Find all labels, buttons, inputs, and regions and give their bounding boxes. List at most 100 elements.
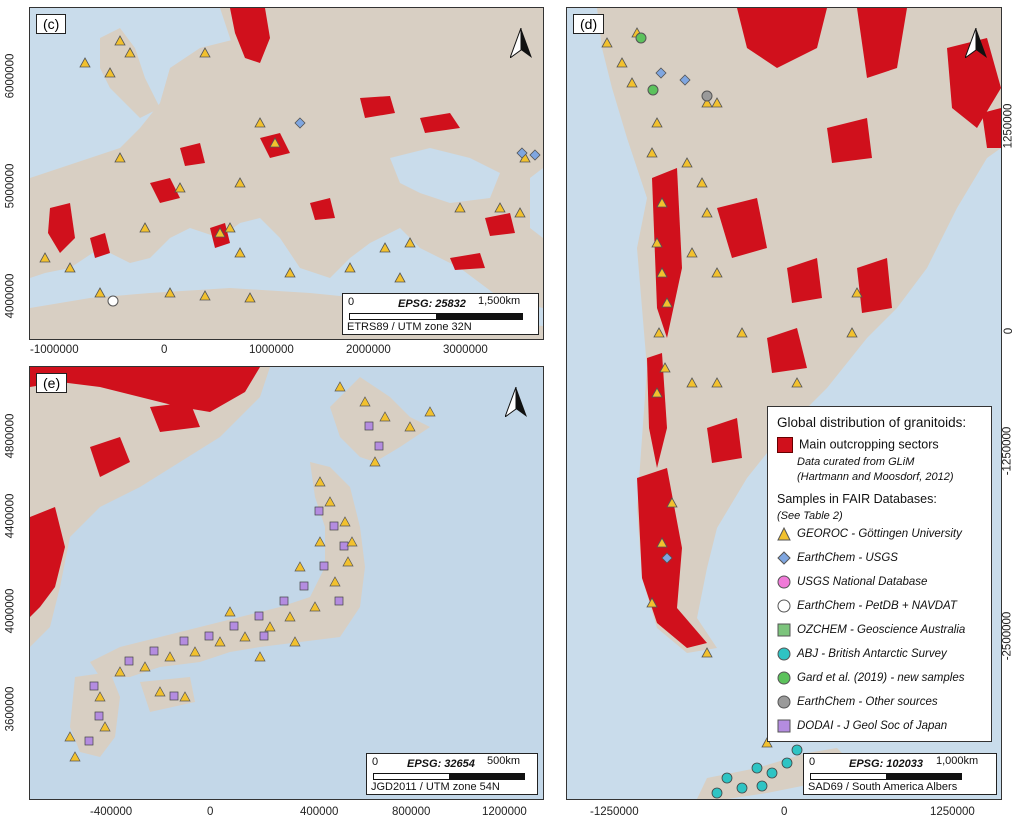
- x-tick: 3000000: [443, 344, 488, 356]
- panel-label-e: (e): [36, 373, 68, 393]
- x-tick: -1000000: [30, 344, 79, 356]
- square-icon: [777, 719, 791, 733]
- square-icon: [777, 623, 791, 637]
- x-tick: 1000000: [249, 344, 294, 356]
- triangle-icon: [777, 527, 791, 541]
- projection-label: ETRS89 / UTM zone 32N: [347, 321, 472, 333]
- legend-item-georoc: GEOROC - Göttingen University: [777, 527, 962, 541]
- europe-land: [30, 8, 543, 308]
- caspian: [530, 168, 543, 238]
- antarctica-abj-samples: [711, 744, 803, 799]
- x-tick: -1250000: [590, 806, 639, 818]
- asia-mainland: [30, 367, 270, 647]
- scale-bar: [810, 773, 962, 780]
- north-arrow-icon: [510, 28, 532, 58]
- legend-outcrop-ref: (Hartmann and Moosdorf, 2012): [797, 471, 954, 483]
- projection-label: JGD2011 / UTM zone 54N: [371, 781, 500, 793]
- scale-zero-label: 0: [372, 756, 379, 768]
- y-tick: 3600000: [4, 686, 17, 732]
- projection-label: SAD69 / South America Albers: [808, 781, 958, 793]
- y-tick: 1250000: [1002, 103, 1015, 149]
- x-tick: 400000: [300, 806, 339, 818]
- hokkaido: [330, 377, 430, 462]
- gard-sample: [647, 84, 659, 96]
- north-arrow-icon: [505, 387, 527, 417]
- south-america-land: [597, 8, 1001, 653]
- legend-outcrop-row: Main outcropping sectors: [777, 437, 939, 453]
- japan-map: [30, 367, 543, 799]
- japan-dodai-samples: [84, 421, 384, 746]
- circle-icon: [777, 671, 791, 685]
- circle-icon: [777, 599, 791, 613]
- north-arrow-icon: [965, 28, 987, 58]
- x-tick: -400000: [90, 806, 133, 818]
- legend-item-petdb: EarthChem - PetDB + NAVDAT: [777, 599, 957, 613]
- circle-icon: [777, 647, 791, 661]
- epsg-label: EPSG: 32654: [407, 758, 475, 770]
- x-tick: 0: [161, 344, 168, 356]
- scale-zero-label: 0: [348, 296, 355, 308]
- diamond-icon: [777, 551, 791, 565]
- britain-land: [100, 28, 160, 118]
- epsg-label: EPSG: 25832: [398, 298, 466, 310]
- epsg-label: EPSG: 102033: [849, 758, 923, 770]
- scale-length-label: 1,000km: [936, 755, 979, 767]
- legend-outcrop-sub: Data curated from GLiM: [797, 456, 915, 468]
- circle-icon: [777, 575, 791, 589]
- map-panel-europe[interactable]: (c) 0 EPSG: 25832 1,500km ETRS89 / UTM z…: [29, 7, 544, 340]
- y-tick: 4400000: [4, 493, 17, 539]
- black-sea: [390, 148, 500, 203]
- scale-length-label: 500km: [487, 755, 521, 767]
- scale-box-e: 0 EPSG: 32654 500km JGD2011 / UTM zone 5…: [366, 753, 538, 795]
- legend-title: Global distribution of granitoids:: [777, 415, 967, 430]
- y-tick: 5000000: [4, 163, 17, 209]
- legend-item-abj: ABJ - British Antarctic Survey: [777, 647, 947, 661]
- europe-map: [30, 8, 543, 339]
- map-panel-south-america[interactable]: (d) 0 EPSG: 102033 1,000km SAD69 / South…: [566, 7, 1002, 800]
- legend-item-earthchem-usgs: EarthChem - USGS: [777, 551, 898, 565]
- x-tick: 1250000: [930, 806, 975, 818]
- x-tick: 0: [207, 806, 214, 818]
- y-tick: 6000000: [4, 53, 17, 99]
- circle-icon: [777, 695, 791, 709]
- map-panel-japan[interactable]: (e) 0 EPSG: 32654 500km JGD2011 / UTM zo…: [29, 366, 544, 800]
- x-tick: 800000: [392, 806, 431, 818]
- x-tick: 1200000: [482, 806, 527, 818]
- honshu: [90, 462, 365, 677]
- y-tick: 4000000: [4, 588, 17, 634]
- panel-label-d: (d): [573, 14, 605, 34]
- scale-bar: [349, 313, 523, 320]
- x-tick: 0: [781, 806, 788, 818]
- y-tick: 4000000: [4, 273, 17, 319]
- legend-item-earthchem-other: EarthChem - Other sources: [777, 695, 938, 709]
- scale-length-label: 1,500km: [478, 295, 521, 307]
- legend-item-gard: Gard et al. (2019) - new samples: [777, 671, 964, 685]
- y-tick: -2500000: [1001, 611, 1014, 661]
- outcrop-patches: [30, 367, 260, 617]
- y-tick: 0: [1003, 327, 1016, 335]
- legend-samples-title: Samples in FAIR Databases:: [777, 492, 937, 506]
- shikoku: [140, 677, 195, 712]
- map-legend: Global distribution of granitoids: Main …: [767, 406, 992, 742]
- scale-zero-label: 0: [809, 756, 816, 768]
- earthchem-other-sample: [701, 90, 713, 102]
- y-tick: 4800000: [4, 413, 17, 459]
- legend-samples-sub: (See Table 2): [777, 510, 843, 522]
- south-america-earthchem-usgs-samples: [655, 67, 691, 564]
- x-tick: 2000000: [346, 344, 391, 356]
- japan-georoc-samples: [64, 381, 436, 762]
- outcrop-swatch-icon: [777, 437, 793, 453]
- legend-item-ozchem: OZCHEM - Geoscience Australia: [777, 623, 965, 637]
- europe-georoc-samples: [39, 35, 531, 303]
- legend-item-usgs-national: USGS National Database: [777, 575, 927, 589]
- europe-earthchem-usgs-samples: [294, 117, 541, 161]
- south-america-georoc-samples: [601, 27, 863, 748]
- outcrop-patches: [48, 8, 515, 270]
- south-america-map: [567, 8, 1001, 799]
- gard-sample: [635, 32, 647, 44]
- europe-petdb-sample: [107, 295, 119, 307]
- scale-box-d: 0 EPSG: 102033 1,000km SAD69 / South Ame…: [803, 753, 997, 795]
- legend-item-dodai: DODAI - J Geol Soc of Japan: [777, 719, 947, 733]
- scale-bar: [373, 773, 525, 780]
- y-tick: -1250000: [1001, 426, 1014, 476]
